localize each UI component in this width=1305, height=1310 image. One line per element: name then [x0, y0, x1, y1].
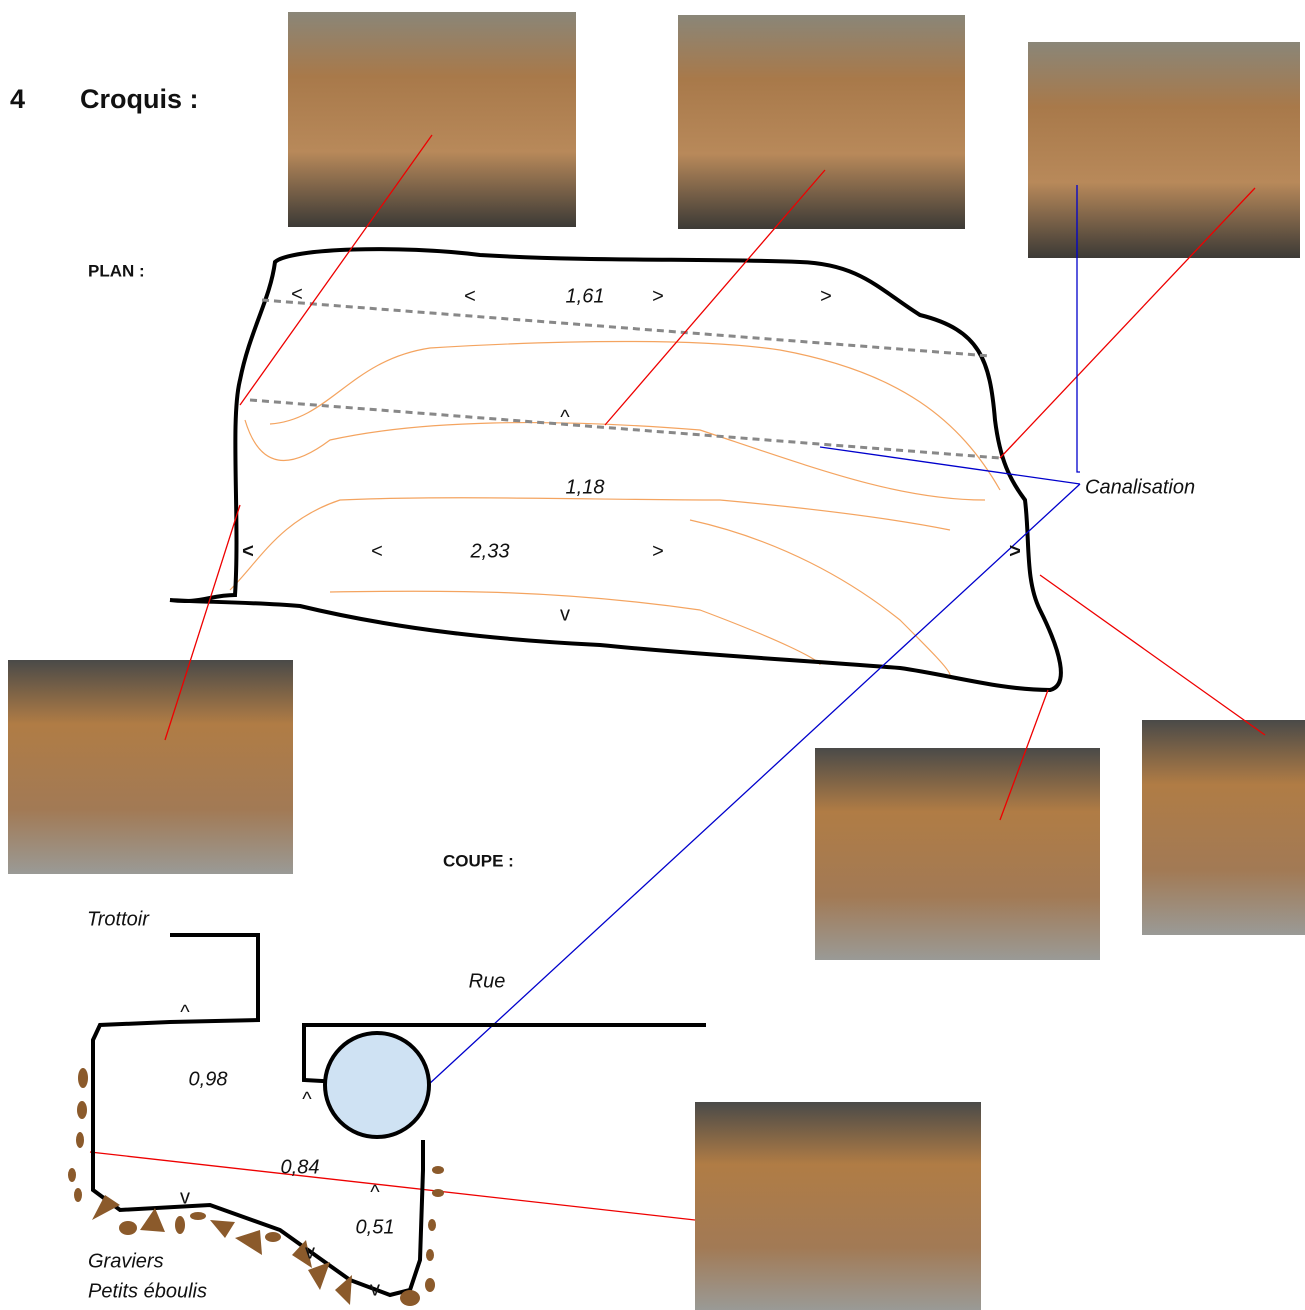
- dashed-line: [249, 298, 1001, 460]
- photo: [1142, 720, 1305, 935]
- annotation: v: [305, 1241, 315, 1263]
- annotation: >: [1009, 540, 1021, 562]
- annotation: >: [652, 540, 664, 562]
- photo: [678, 15, 965, 229]
- photo: [815, 748, 1100, 960]
- pipe-leaders: [427, 185, 1081, 1086]
- annotation: v: [180, 1186, 190, 1208]
- gravel: [68, 1068, 444, 1306]
- annotation: ^: [302, 1088, 312, 1110]
- photo: [695, 1102, 981, 1310]
- photos: [8, 12, 1305, 1310]
- annotation: >: [820, 285, 832, 307]
- annotation: <: [242, 540, 254, 562]
- annotation: <: [464, 285, 476, 307]
- photo: [1028, 42, 1300, 258]
- annotation: 0,51: [356, 1216, 395, 1238]
- photo: [8, 660, 293, 874]
- pipe-label: Canalisation: [1085, 476, 1195, 498]
- annotation: 1,18: [566, 476, 605, 498]
- coupe-drawing: [91, 933, 706, 1298]
- annotation: 1,61: [566, 285, 605, 307]
- annotation: ^: [370, 1181, 380, 1203]
- plan-label: PLAN :: [88, 261, 145, 280]
- annotation: Petits éboulis: [88, 1280, 207, 1302]
- coupe-label: COUPE :: [443, 851, 514, 870]
- annotation: Rue: [469, 970, 506, 992]
- annotation: 2,33: [470, 540, 510, 562]
- contours: [229, 340, 1001, 676]
- leader-lines: [89, 134, 1266, 1221]
- section-title: Croquis :: [80, 84, 199, 114]
- annotation: <: [291, 283, 303, 305]
- annotation: ^: [180, 1001, 190, 1023]
- photo: [288, 12, 576, 227]
- annotation: ^: [560, 406, 570, 428]
- annotation: >: [652, 285, 664, 307]
- annotation: 0,98: [189, 1068, 228, 1090]
- plan-drawing: [89, 134, 1266, 1221]
- annotation: Trottoir: [87, 908, 150, 930]
- section-number: 4: [10, 84, 25, 114]
- annotation: v: [370, 1278, 380, 1300]
- annotation: Graviers: [88, 1250, 164, 1272]
- annotation: 0,84: [281, 1156, 320, 1178]
- annotation: <: [371, 540, 383, 562]
- plan-outline: [169, 247, 1063, 693]
- annotation: v: [560, 603, 570, 625]
